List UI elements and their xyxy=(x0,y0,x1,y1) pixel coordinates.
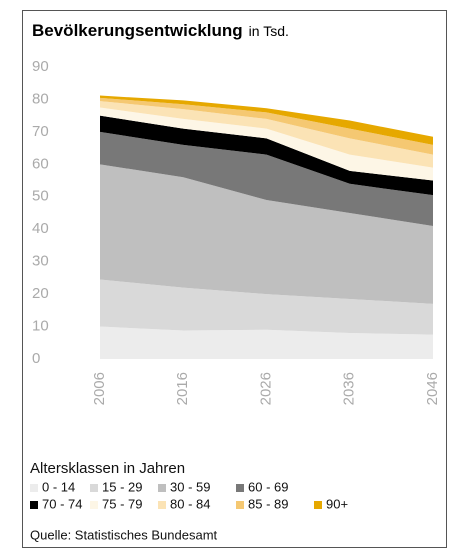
legend-label: 75 - 79 xyxy=(102,496,142,511)
legend-swatch xyxy=(236,484,244,492)
x-tick-label: 2036 xyxy=(341,372,358,405)
area xyxy=(100,131,433,226)
y-tick-label: 70 xyxy=(32,123,49,140)
legend-swatch xyxy=(30,484,38,492)
area xyxy=(100,279,433,335)
x-tick-label: 2046 xyxy=(424,372,441,405)
y-tick-label: 20 xyxy=(32,285,49,302)
x-tick-label: 2026 xyxy=(257,372,274,405)
legend-label: 15 - 29 xyxy=(102,479,142,494)
y-tick-label: 10 xyxy=(32,318,49,335)
chart-title: Bevölkerungsentwicklung in Tsd. xyxy=(32,21,289,40)
legend-label: 0 - 14 xyxy=(42,479,75,494)
y-tick-label: 30 xyxy=(32,253,49,270)
y-tick-label: 0 xyxy=(32,350,40,367)
area xyxy=(100,107,433,181)
y-tick-label: 50 xyxy=(32,188,49,205)
legend-swatch xyxy=(158,501,166,509)
subtitle: in Tsd. xyxy=(249,23,289,39)
legend-label: 30 - 59 xyxy=(170,479,210,494)
area xyxy=(100,164,433,304)
area xyxy=(100,115,433,196)
x-tick-label: 2006 xyxy=(91,372,108,405)
y-tick-label: 90 xyxy=(32,58,49,75)
title: Bevölkerungsentwicklung xyxy=(32,21,243,40)
legend-title: Altersklassen in Jahren xyxy=(30,460,185,477)
y-tick-label: 60 xyxy=(32,155,49,172)
legend-label: 90+ xyxy=(326,496,348,511)
legend-label: 80 - 84 xyxy=(170,496,210,511)
source: Quelle: Statistisches Bundesamt xyxy=(30,527,218,542)
legend-swatch xyxy=(90,501,98,509)
x-tick-label: 2016 xyxy=(174,372,191,405)
legend-label: 60 - 69 xyxy=(248,479,288,494)
y-tick-label: 80 xyxy=(32,90,49,107)
area xyxy=(100,101,433,168)
y-tick-label: 40 xyxy=(32,220,49,237)
legend-swatch xyxy=(236,501,244,509)
legend-swatch xyxy=(158,484,166,492)
legend-swatch xyxy=(30,501,38,509)
legend-label: 85 - 89 xyxy=(248,496,288,511)
legend-label: 70 - 74 xyxy=(42,496,82,511)
area xyxy=(100,326,433,359)
legend-swatch xyxy=(314,501,322,509)
legend-swatch xyxy=(90,484,98,492)
area xyxy=(100,97,433,155)
